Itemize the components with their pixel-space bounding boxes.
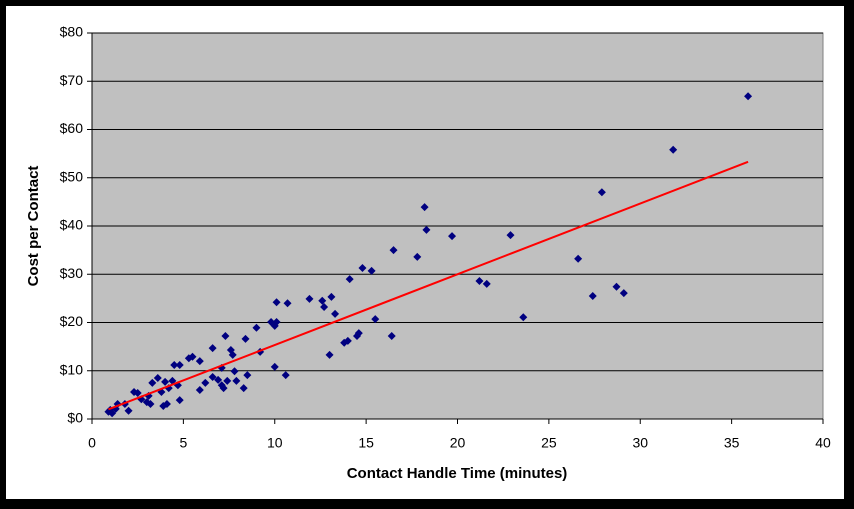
data-point <box>162 400 171 409</box>
data-point <box>519 313 528 322</box>
data-point <box>221 332 230 341</box>
data-point <box>327 292 336 301</box>
x-tick-label: 20 <box>450 435 466 451</box>
x-tick-label: 35 <box>724 435 740 451</box>
x-tick-label: 30 <box>632 435 648 451</box>
x-tick-label: 5 <box>179 435 187 451</box>
y-tick-label: $80 <box>60 24 84 40</box>
data-point <box>195 386 204 395</box>
data-point <box>230 367 239 376</box>
data-point <box>422 225 431 234</box>
y-tick-label: $10 <box>60 361 84 377</box>
x-tick-label: 25 <box>541 435 557 451</box>
data-point <box>153 373 162 382</box>
data-point <box>252 323 261 332</box>
data-point <box>367 266 376 275</box>
data-point <box>345 275 354 284</box>
data-point <box>243 371 252 380</box>
y-tick-label: $60 <box>60 120 84 136</box>
data-point <box>214 375 223 384</box>
data-point <box>619 289 628 298</box>
data-point <box>354 329 363 338</box>
data-point <box>320 303 329 312</box>
data-point <box>219 384 228 393</box>
trendline <box>108 160 749 411</box>
data-point <box>148 378 157 387</box>
data-point <box>239 384 248 393</box>
data-point <box>272 298 281 307</box>
data-point <box>283 299 292 308</box>
data-point <box>228 350 237 359</box>
y-tick-label: $70 <box>60 72 84 88</box>
x-tick-label: 40 <box>815 435 831 451</box>
x-axis-label: Contact Handle Time (minutes) <box>347 465 568 482</box>
data-point <box>343 336 352 345</box>
data-point <box>170 360 179 369</box>
data-point <box>175 360 184 369</box>
x-tick-label: 15 <box>358 435 374 451</box>
y-tick-label: $30 <box>60 265 84 281</box>
data-point <box>588 291 597 300</box>
y-tick-label: $50 <box>60 168 84 184</box>
data-point <box>574 254 583 263</box>
data-point <box>208 373 217 382</box>
data-point <box>597 188 606 197</box>
data-point <box>358 263 367 272</box>
data-point <box>475 277 484 286</box>
y-axis-label: Cost per Contact <box>25 166 42 287</box>
data-point <box>448 232 457 241</box>
data-point <box>241 334 250 343</box>
data-point <box>195 357 204 366</box>
data-point <box>744 92 753 101</box>
data-point <box>133 388 142 397</box>
y-tick-label: $0 <box>67 410 83 426</box>
x-tick-label: 10 <box>267 435 283 451</box>
data-point <box>175 396 184 405</box>
data-point <box>413 252 422 261</box>
data-point <box>146 400 155 409</box>
data-point <box>188 352 197 361</box>
data-point <box>331 309 340 318</box>
y-tick-label: $40 <box>60 217 84 233</box>
data-point <box>281 371 290 380</box>
data-point <box>201 378 210 387</box>
data-point <box>232 376 241 385</box>
data-point <box>387 332 396 341</box>
data-point <box>612 282 621 291</box>
data-point <box>506 231 515 240</box>
data-point <box>208 344 217 353</box>
data-point <box>305 294 314 303</box>
data-point <box>318 296 327 305</box>
x-tick-label: 0 <box>88 435 96 451</box>
y-tick-label: $20 <box>60 313 84 329</box>
data-point <box>223 376 232 385</box>
data-point <box>270 362 279 371</box>
data-point <box>124 406 133 415</box>
data-point <box>669 145 678 154</box>
data-point <box>482 279 491 288</box>
data-point <box>371 315 380 324</box>
data-point <box>161 377 170 386</box>
data-point <box>272 318 281 327</box>
data-point <box>420 203 429 212</box>
data-point <box>325 350 334 359</box>
data-point <box>389 246 398 255</box>
